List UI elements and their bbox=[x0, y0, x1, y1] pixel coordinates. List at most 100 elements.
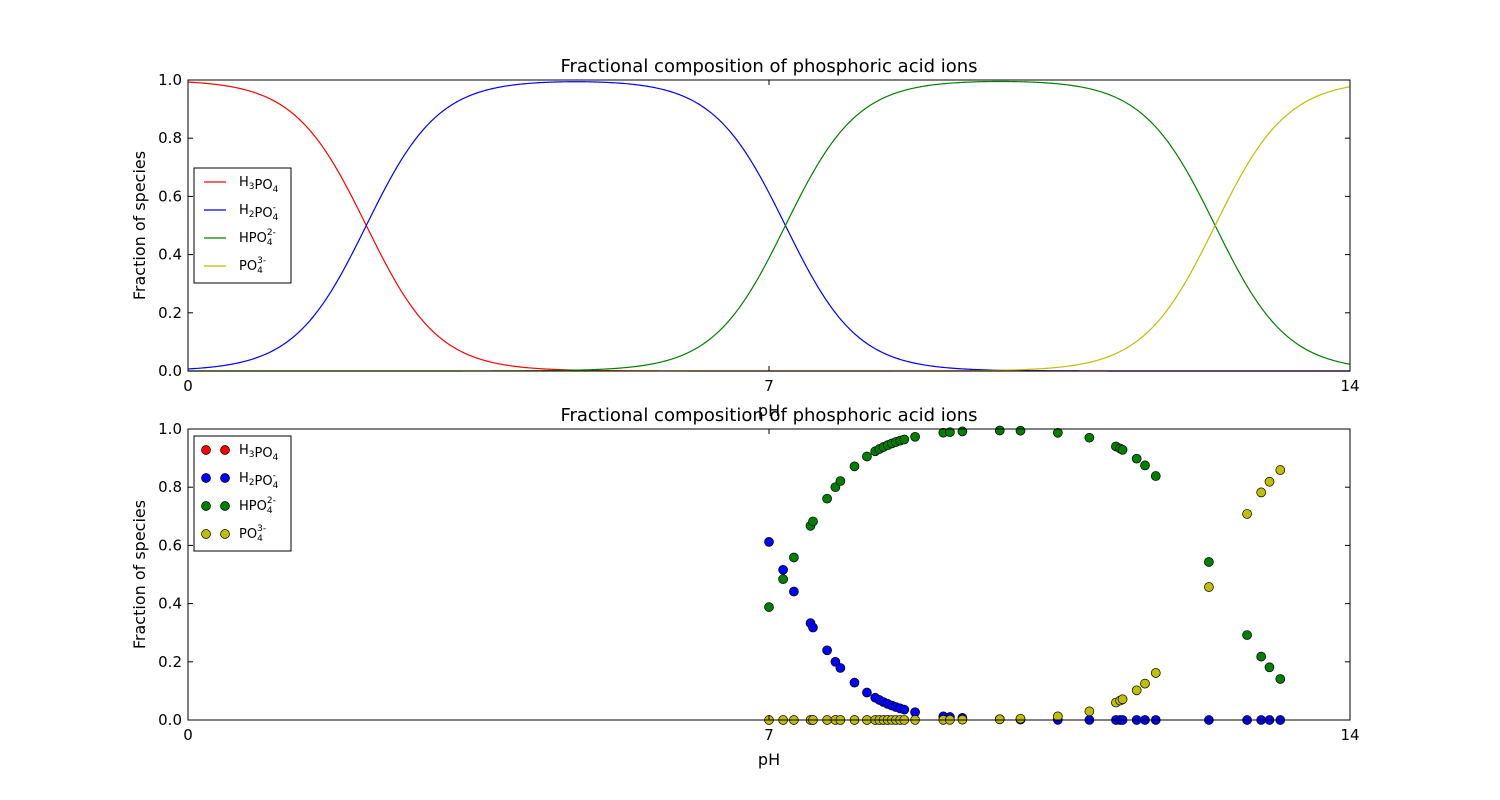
plot-area bbox=[764, 425, 1286, 725]
data-point bbox=[849, 461, 860, 472]
x-tick-label: 7 bbox=[764, 377, 774, 395]
data-point bbox=[764, 602, 774, 612]
data-point bbox=[789, 552, 799, 563]
data-point bbox=[835, 663, 846, 673]
legend-swatch bbox=[220, 529, 230, 539]
y-tick-label: 0.8 bbox=[158, 129, 182, 147]
series-line-PO4 3- bbox=[188, 86, 1351, 372]
data-point bbox=[957, 426, 968, 437]
y-tick-label: 0.2 bbox=[158, 653, 182, 671]
legend-frame bbox=[193, 167, 292, 284]
data-point bbox=[899, 434, 910, 445]
data-point bbox=[1242, 630, 1252, 640]
data-point bbox=[994, 714, 1005, 725]
y-tick-label: 0.6 bbox=[158, 536, 182, 554]
legend-label: PO43- bbox=[239, 256, 266, 276]
series-line-HPO4 2- bbox=[188, 80, 1351, 372]
legend-label: H2PO4- bbox=[239, 203, 279, 223]
y-tick-label: 0.2 bbox=[158, 304, 182, 322]
data-point bbox=[822, 493, 832, 504]
legend-swatch bbox=[220, 501, 230, 511]
data-point bbox=[1131, 685, 1142, 696]
data-point bbox=[1204, 557, 1214, 567]
data-point bbox=[1264, 662, 1275, 673]
legend-label: HPO42- bbox=[239, 496, 276, 516]
data-point bbox=[778, 574, 788, 585]
legend-label: H3PO4 bbox=[239, 443, 279, 463]
x-tick-label: 14 bbox=[1340, 726, 1359, 744]
data-point bbox=[1256, 487, 1267, 498]
legend-swatch bbox=[201, 501, 211, 511]
data-point bbox=[1140, 460, 1150, 471]
data-point bbox=[849, 677, 860, 688]
data-point bbox=[910, 431, 920, 442]
chart-line: Fractional composition of phosphoric aci… bbox=[130, 56, 1360, 420]
data-point bbox=[1150, 668, 1161, 678]
y-tick-label: 0.8 bbox=[158, 478, 182, 496]
data-point bbox=[1275, 465, 1286, 475]
legend-swatch bbox=[201, 445, 211, 455]
data-point bbox=[1052, 427, 1063, 438]
x-tick-label: 0 bbox=[183, 726, 193, 744]
data-point bbox=[1150, 471, 1161, 481]
data-point bbox=[1084, 706, 1095, 717]
data-point bbox=[1015, 425, 1026, 436]
legend-swatch bbox=[220, 445, 230, 455]
y-tick-label: 0.4 bbox=[158, 246, 182, 264]
legend-swatch bbox=[201, 473, 211, 483]
legend: H3PO4 H2PO4- HPO42- PO43- bbox=[193, 435, 292, 552]
data-point bbox=[789, 586, 799, 597]
legend-swatch bbox=[201, 529, 211, 539]
x-axis-label: pH bbox=[758, 750, 780, 769]
series-line-H2PO4- bbox=[187, 81, 1350, 372]
legend-label: H3PO4 bbox=[239, 175, 279, 195]
y-tick-label: 1.0 bbox=[158, 420, 182, 438]
legend: H3PO4 H2PO4- HPO42- PO43- bbox=[193, 167, 292, 284]
plot-area bbox=[187, 80, 1351, 372]
axes-frame bbox=[187, 79, 1351, 372]
data-point bbox=[1275, 674, 1286, 684]
legend-label: PO43- bbox=[239, 524, 266, 544]
y-tick-label: 0.4 bbox=[158, 595, 182, 613]
data-point bbox=[862, 687, 872, 698]
y-tick-label: 0.0 bbox=[158, 362, 182, 380]
data-point bbox=[1015, 713, 1026, 724]
data-point bbox=[822, 645, 832, 656]
data-point bbox=[1117, 444, 1128, 455]
data-point bbox=[994, 425, 1005, 436]
chart-title: Fractional composition of phosphoric aci… bbox=[560, 405, 977, 426]
data-point bbox=[862, 451, 872, 462]
data-point bbox=[1131, 453, 1142, 464]
data-point bbox=[1140, 678, 1150, 689]
y-axis-label: Fraction of species bbox=[130, 151, 149, 300]
data-point bbox=[1204, 582, 1214, 592]
data-point bbox=[1052, 711, 1063, 722]
data-point bbox=[1117, 694, 1128, 705]
x-tick-label: 14 bbox=[1340, 377, 1359, 395]
data-point bbox=[945, 427, 955, 438]
chart-title: Fractional composition of phosphoric aci… bbox=[560, 56, 977, 77]
y-tick-label: 0.0 bbox=[158, 711, 182, 729]
data-point bbox=[778, 564, 788, 575]
data-point bbox=[764, 537, 774, 547]
data-point bbox=[808, 516, 818, 527]
series-line-H3PO4 bbox=[187, 81, 1350, 372]
data-point bbox=[1256, 651, 1267, 662]
data-point bbox=[835, 476, 846, 486]
x-axis-label: pH bbox=[758, 401, 780, 420]
data-point bbox=[808, 622, 818, 633]
y-tick-label: 1.0 bbox=[158, 71, 182, 89]
chart-scatter: Fractional composition of phosphoric aci… bbox=[130, 405, 1360, 769]
x-tick-label: 7 bbox=[764, 726, 774, 744]
data-point bbox=[1242, 509, 1252, 519]
data-point bbox=[1264, 476, 1275, 487]
y-tick-label: 0.6 bbox=[158, 187, 182, 205]
axes-frame bbox=[187, 428, 1351, 721]
x-tick-label: 0 bbox=[183, 377, 193, 395]
data-point bbox=[899, 704, 910, 715]
legend-label: HPO42- bbox=[239, 228, 276, 248]
data-point bbox=[1084, 432, 1095, 443]
y-axis-label: Fraction of species bbox=[130, 500, 149, 649]
legend-swatch bbox=[220, 473, 230, 483]
